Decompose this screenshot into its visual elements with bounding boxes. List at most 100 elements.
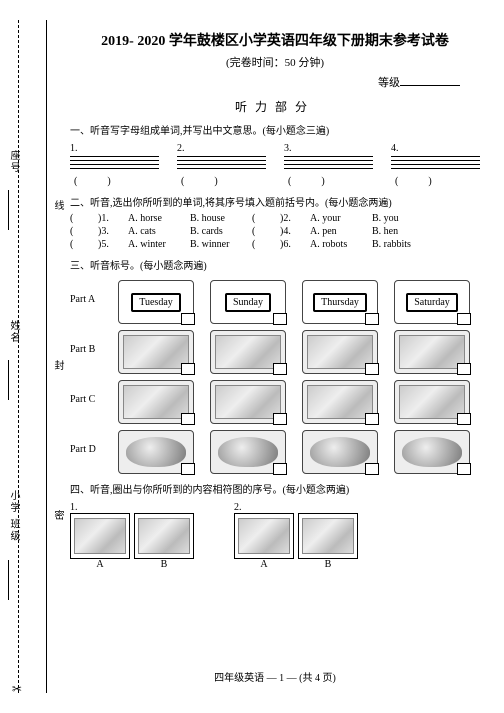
bind-uline [8,360,9,400]
q4-num: 1. [70,502,194,513]
q3-part-c: Part C [70,380,480,424]
opt-b: B. hen [372,226,434,237]
q2-row: ()1.A. horseB. house ()2.A. yourB. you [70,213,480,224]
number-box[interactable] [273,463,287,475]
q2-row: ()5.A. winterB. winner ()6.A. robotsB. r… [70,239,480,250]
paren[interactable]: ( [70,226,98,237]
q1-num: 1. [70,143,78,154]
scene-card [394,380,470,424]
number-box[interactable] [181,413,195,425]
number-box[interactable] [365,463,379,475]
opt-a: A. your [310,213,372,224]
day-card: Thursday [302,280,378,324]
q4-group: 2. AB [234,502,358,570]
book-image [399,335,466,369]
opt-b: B. you [372,213,434,224]
paren[interactable]: ( [70,239,98,250]
scene-image [123,385,190,419]
scene-card [118,380,194,424]
paren[interactable]: ( [252,239,280,250]
number-box[interactable] [273,413,287,425]
q2-heading: 二、听音,选出你所听到的单词,将其序号填入题前括号内。(每小题念两遍) [70,197,480,211]
paren[interactable]: ( [252,226,280,237]
q-num: )3. [98,226,128,237]
meaning-paren[interactable]: ( ) [288,172,373,187]
q4-pic [134,513,194,559]
exam-title: 2019- 2020 学年鼓楼区小学英语四年级下册期末参考试卷 [70,30,480,50]
number-box[interactable] [365,313,379,325]
q-num: )4. [280,226,310,237]
pic-image [138,518,190,553]
q4-label[interactable]: A [70,559,130,570]
seal-label-line: 线 [50,200,65,212]
writing-lines[interactable] [284,156,373,172]
opt-a: A. pen [310,226,372,237]
q3-heading: 三、听音标号。(每小题念两遍) [70,260,480,274]
scene-image [215,385,282,419]
paren[interactable]: ( [70,213,98,224]
q2-block: ()1.A. horseB. house ()2.A. yourB. you (… [70,213,480,250]
q4-pic [70,513,130,559]
food-image [402,437,461,466]
day-text: Thursday [313,293,367,312]
food-card [302,430,378,474]
q1-block: 1. ( ) 2. ( ) 3. ( ) 4. ( ) [70,143,480,187]
number-box[interactable] [365,413,379,425]
food-image [218,437,277,466]
number-box[interactable] [181,313,195,325]
number-box[interactable] [273,363,287,375]
number-box[interactable] [457,413,471,425]
scene-card [210,380,286,424]
q1-item: 3. ( ) [284,143,373,187]
q3-part-d: Part D [70,430,480,474]
number-box[interactable] [181,363,195,375]
seal-label-mi: 密 [50,510,65,522]
number-box[interactable] [457,313,471,325]
day-card: Tuesday [118,280,194,324]
number-box[interactable] [273,313,287,325]
q4-label[interactable]: B [298,559,358,570]
q4-block: 1. AB 2. AB [70,502,480,570]
day-text: Saturday [406,293,458,312]
page-content: 2019- 2020 学年鼓楼区小学英语四年级下册期末参考试卷 (完卷时间：50… [70,30,480,690]
seal-label-feng: 封 [50,360,65,372]
paren[interactable]: ( [252,213,280,224]
writing-lines[interactable] [70,156,159,172]
meaning-paren[interactable]: ( ) [74,172,159,187]
q4-heading: 四、听音,圈出与你所听到的内容相符图的序号。(每小题念两遍) [70,484,480,498]
meaning-paren[interactable]: ( ) [395,172,480,187]
number-box[interactable] [181,463,195,475]
q4-pic [234,513,294,559]
book-card [118,330,194,374]
food-image [126,437,185,466]
meaning-paren[interactable]: ( ) [181,172,266,187]
number-box[interactable] [457,463,471,475]
exam-subtitle: (完卷时间：50 分钟) [70,54,480,70]
opt-b: B. cards [190,226,252,237]
grade-blank[interactable] [400,76,460,86]
q4-group: 1. AB [70,502,194,570]
number-box[interactable] [457,363,471,375]
number-box[interactable] [365,363,379,375]
day-text: Sunday [225,293,271,312]
book-image [307,335,374,369]
q3-part-b: Part B [70,330,480,374]
food-image [310,437,369,466]
food-card [118,430,194,474]
q4-num: 2. [234,502,358,513]
pic-image [302,518,354,553]
day-card: Saturday [394,280,470,324]
q1-num: 2. [177,143,185,154]
q-num: )6. [280,239,310,250]
section-listening: 听力部分 [70,98,480,115]
grade-label: 等级 [378,77,400,89]
scene-image [307,385,374,419]
writing-lines[interactable] [391,156,480,172]
page-footer: 四年级英语 — 1 — (共 4 页) [70,669,480,684]
day-card: Sunday [210,280,286,324]
q4-label[interactable]: B [134,559,194,570]
writing-lines[interactable] [177,156,266,172]
book-card [394,330,470,374]
q4-label[interactable]: A [234,559,294,570]
q-num: )1. [98,213,128,224]
